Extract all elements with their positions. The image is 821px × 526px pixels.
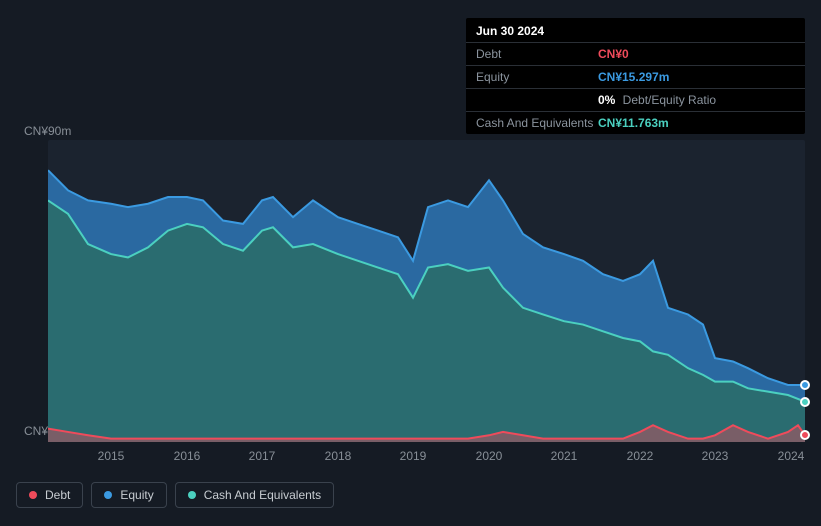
x-tick: 2018 (325, 449, 352, 463)
equity-marker (800, 380, 810, 390)
tooltip-label (476, 93, 598, 107)
tooltip-row: DebtCN¥0 (466, 43, 805, 66)
chart-container (16, 140, 805, 442)
x-tick: 2019 (400, 449, 427, 463)
debt-marker (800, 430, 810, 440)
tooltip-row: 0% Debt/Equity Ratio (466, 89, 805, 112)
tooltip-value: CN¥11.763m (598, 116, 669, 130)
legend: Debt Equity Cash And Equivalents (16, 482, 334, 508)
x-tick: 2023 (702, 449, 729, 463)
legend-dot-icon (29, 491, 37, 499)
legend-item-cash-and-equivalents[interactable]: Cash And Equivalents (175, 482, 334, 508)
tooltip-label: Equity (476, 70, 598, 84)
x-tick: 2017 (249, 449, 276, 463)
legend-label: Debt (45, 488, 70, 502)
x-tick: 2022 (627, 449, 654, 463)
cash-marker (800, 397, 810, 407)
tooltip-row: EquityCN¥15.297m (466, 66, 805, 89)
tooltip-sublabel: Debt/Equity Ratio (619, 93, 716, 107)
x-axis: 2015 2016 2017 2018 2019 2020 2021 2022 2023 2024 (48, 449, 805, 465)
chart-tooltip: Jun 30 2024 DebtCN¥0EquityCN¥15.297m0% D… (466, 18, 805, 134)
legend-dot-icon (104, 491, 112, 499)
legend-dot-icon (188, 491, 196, 499)
x-tick: 2024 (778, 449, 805, 463)
x-tick: 2016 (174, 449, 201, 463)
x-tick: 2021 (551, 449, 578, 463)
x-tick: 2015 (98, 449, 125, 463)
legend-item-debt[interactable]: Debt (16, 482, 83, 508)
area-chart[interactable] (48, 140, 805, 442)
tooltip-row: Cash And EquivalentsCN¥11.763m (466, 112, 805, 134)
tooltip-date: Jun 30 2024 (466, 18, 805, 43)
y-axis-label-max: CN¥90m (24, 124, 71, 138)
tooltip-label: Cash And Equivalents (476, 116, 598, 130)
tooltip-value: CN¥15.297m (598, 70, 669, 84)
legend-item-equity[interactable]: Equity (91, 482, 166, 508)
tooltip-value: CN¥0 (598, 47, 629, 61)
tooltip-value: 0% Debt/Equity Ratio (598, 93, 716, 107)
legend-label: Equity (120, 488, 153, 502)
x-tick: 2020 (476, 449, 503, 463)
tooltip-label: Debt (476, 47, 598, 61)
legend-label: Cash And Equivalents (204, 488, 321, 502)
